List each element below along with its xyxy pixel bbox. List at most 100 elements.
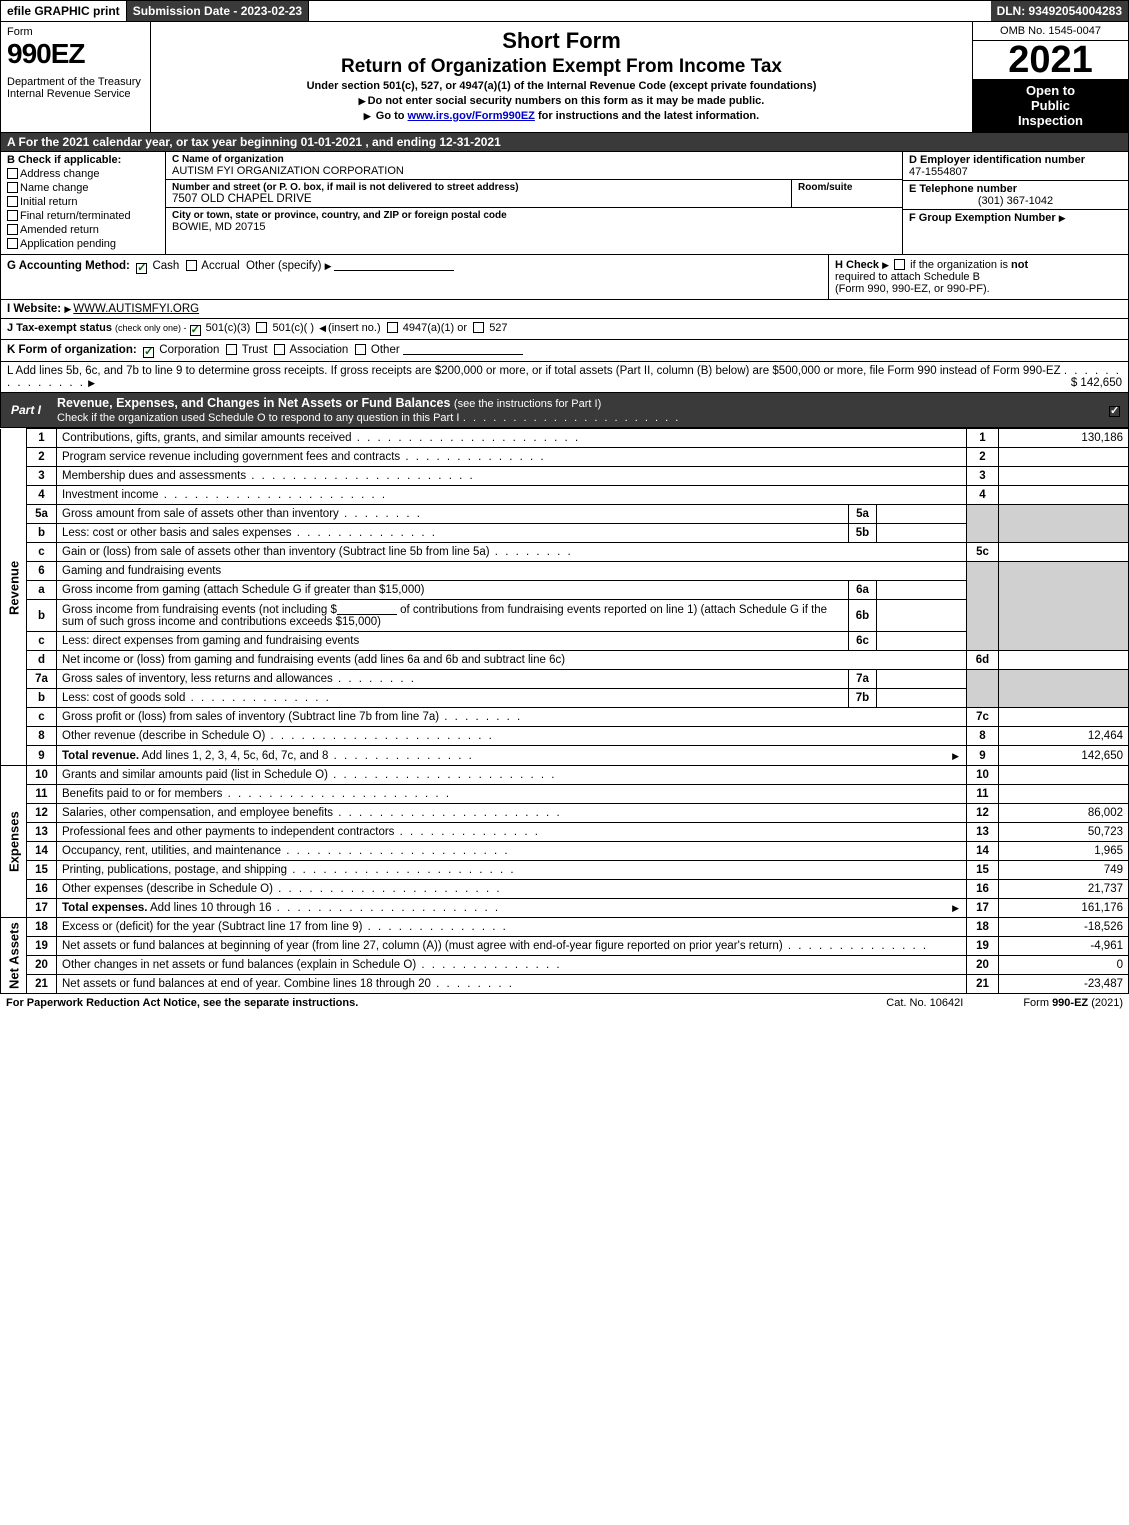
- form-footer: Form 990-EZ (2021): [1023, 997, 1123, 1009]
- other-specify-field[interactable]: [334, 259, 454, 271]
- line-3: 3 Membership dues and assessments 3: [1, 467, 1129, 486]
- line-5a: 5a Gross amount from sale of assets othe…: [1, 505, 1129, 524]
- part-i-schedule-o-chk[interactable]: [1103, 400, 1128, 420]
- form-code: 990EZ: [7, 38, 144, 70]
- line-13: 13 Professional fees and other payments …: [1, 823, 1129, 842]
- city-state-zip: BOWIE, MD 20715: [172, 221, 896, 233]
- topbar: efile GRAPHIC print Submission Date - 20…: [0, 0, 1129, 22]
- dept-line-1: Department of the Treasury: [7, 76, 144, 88]
- line-9: 9 Total revenue. Add lines 1, 2, 3, 4, 5…: [1, 746, 1129, 766]
- chk-501c3[interactable]: [190, 325, 201, 336]
- open-to-public: Open to Public Inspection: [973, 79, 1128, 132]
- part-i-header: Part I Revenue, Expenses, and Changes in…: [0, 393, 1129, 428]
- line-7c: c Gross profit or (loss) from sales of i…: [1, 708, 1129, 727]
- expenses-vlabel: Expenses: [1, 766, 27, 918]
- line-6: 6 Gaming and fundraising events: [1, 562, 1129, 581]
- chk-trust[interactable]: [226, 344, 237, 355]
- form-right-block: OMB No. 1545-0047 2021 Open to Public In…: [973, 22, 1128, 132]
- tax-year: 2021: [973, 41, 1128, 79]
- block-bcd: B Check if applicable: Address change Na…: [0, 152, 1129, 255]
- line-2: 2 Program service revenue including gove…: [1, 448, 1129, 467]
- street-cell: Number and street (or P. O. box, if mail…: [166, 180, 792, 207]
- line-10: Expenses 10 Grants and similar amounts p…: [1, 766, 1129, 785]
- ein-value: 47-1554807: [909, 166, 1122, 178]
- lines-table: Revenue 1 Contributions, gifts, grants, …: [0, 428, 1129, 994]
- section-c: C Name of organization AUTISM FYI ORGANI…: [166, 152, 903, 254]
- part-tag: Part I: [1, 400, 51, 420]
- chk-association[interactable]: [274, 344, 285, 355]
- chk-527[interactable]: [473, 322, 484, 333]
- submission-date: Submission Date - 2023-02-23: [127, 1, 309, 21]
- chk-accrual[interactable]: [186, 260, 197, 271]
- line-12: 12 Salaries, other compensation, and emp…: [1, 804, 1129, 823]
- other-org-field[interactable]: [403, 343, 523, 355]
- line-21: 21 Net assets or fund balances at end of…: [1, 975, 1129, 994]
- revenue-vlabel: Revenue: [1, 429, 27, 746]
- line-14: 14 Occupancy, rent, utilities, and maint…: [1, 842, 1129, 861]
- group-exemption-cell: F Group Exemption Number: [903, 210, 1128, 254]
- line-17: 17 Total expenses. Add lines 10 through …: [1, 899, 1129, 918]
- under-section: Under section 501(c), 527, or 4947(a)(1)…: [157, 80, 966, 92]
- section-j: J Tax-exempt status (check only one) - 5…: [1, 318, 1128, 339]
- line-6c: c Less: direct expenses from gaming and …: [1, 632, 1129, 651]
- irs-link[interactable]: www.irs.gov/Form990EZ: [408, 110, 535, 122]
- street-address: 7507 OLD CHAPEL DRIVE: [172, 193, 785, 205]
- section-b: B Check if applicable: Address change Na…: [1, 152, 166, 254]
- line-18: Net Assets 18 Excess or (deficit) for th…: [1, 918, 1129, 937]
- line-8: 8 Other revenue (describe in Schedule O)…: [1, 727, 1129, 746]
- form-word: Form: [7, 26, 144, 38]
- paperwork-notice: For Paperwork Reduction Act Notice, see …: [6, 997, 358, 1009]
- page-footer: For Paperwork Reduction Act Notice, see …: [0, 994, 1129, 1012]
- line-16: 16 Other expenses (describe in Schedule …: [1, 880, 1129, 899]
- section-l: L Add lines 5b, 6c, and 7b to line 9 to …: [0, 362, 1129, 393]
- chk-schedule-b[interactable]: [894, 259, 905, 270]
- block-ghij: G Accounting Method: Cash Accrual Other …: [0, 255, 1129, 340]
- city-cell: City or town, state or province, country…: [166, 208, 902, 235]
- efile-print[interactable]: efile GRAPHIC print: [1, 1, 127, 21]
- line-7a: 7a Gross sales of inventory, less return…: [1, 670, 1129, 689]
- part-title: Revenue, Expenses, and Changes in Net As…: [51, 393, 1103, 427]
- dln: DLN: 93492054004283: [991, 1, 1128, 21]
- line-5b: b Less: cost or other basis and sales ex…: [1, 524, 1129, 543]
- line-11: 11 Benefits paid to or for members 11: [1, 785, 1129, 804]
- line-6a: a Gross income from gaming (attach Sched…: [1, 581, 1129, 600]
- chk-4947[interactable]: [387, 322, 398, 333]
- chk-final-return[interactable]: Final return/terminated: [7, 210, 159, 222]
- chk-address-change[interactable]: Address change: [7, 168, 159, 180]
- line-15: 15 Printing, publications, postage, and …: [1, 861, 1129, 880]
- instructions-link: Go to www.irs.gov/Form990EZ for instruct…: [157, 110, 966, 122]
- return-title: Return of Organization Exempt From Incom…: [157, 56, 966, 78]
- chk-initial-return[interactable]: Initial return: [7, 196, 159, 208]
- line-4: 4 Investment income 4: [1, 486, 1129, 505]
- cat-number: Cat. No. 10642I: [886, 997, 963, 1009]
- line-6d: d Net income or (loss) from gaming and f…: [1, 651, 1129, 670]
- ssn-warning: Do not enter social security numbers on …: [157, 95, 966, 107]
- b-title: B Check if applicable:: [7, 154, 159, 166]
- line-5c: c Gain or (loss) from sale of assets oth…: [1, 543, 1129, 562]
- row-a-tax-year: A For the 2021 calendar year, or tax yea…: [0, 133, 1129, 152]
- chk-amended-return[interactable]: Amended return: [7, 224, 159, 236]
- section-k: K Form of organization: Corporation Trus…: [0, 340, 1129, 362]
- l-amount: $ 142,650: [1071, 377, 1122, 389]
- form-header: Form 990EZ Department of the Treasury In…: [0, 22, 1129, 133]
- ein-cell: D Employer identification number 47-1554…: [903, 152, 1128, 181]
- chk-other-org[interactable]: [355, 344, 366, 355]
- line-19: 19 Net assets or fund balances at beginn…: [1, 937, 1129, 956]
- website-link[interactable]: WWW.AUTISMFYI.ORG: [73, 303, 199, 315]
- form-id-block: Form 990EZ Department of the Treasury In…: [1, 22, 151, 132]
- netassets-vlabel: Net Assets: [1, 918, 27, 994]
- short-form-title: Short Form: [157, 28, 966, 54]
- telephone-value: (301) 367-1042: [909, 195, 1122, 207]
- line-20: 20 Other changes in net assets or fund b…: [1, 956, 1129, 975]
- org-name-cell: C Name of organization AUTISM FYI ORGANI…: [166, 152, 902, 180]
- line-1: Revenue 1 Contributions, gifts, grants, …: [1, 429, 1129, 448]
- telephone-cell: E Telephone number (301) 367-1042: [903, 181, 1128, 210]
- line-7b: b Less: cost of goods sold 7b: [1, 689, 1129, 708]
- chk-501c[interactable]: [256, 322, 267, 333]
- line-6b: b Gross income from fundraising events (…: [1, 600, 1129, 632]
- chk-name-change[interactable]: Name change: [7, 182, 159, 194]
- chk-application-pending[interactable]: Application pending: [7, 238, 159, 250]
- chk-corporation[interactable]: [143, 347, 154, 358]
- room-suite-cell: Room/suite: [792, 180, 902, 207]
- chk-cash[interactable]: [136, 263, 147, 274]
